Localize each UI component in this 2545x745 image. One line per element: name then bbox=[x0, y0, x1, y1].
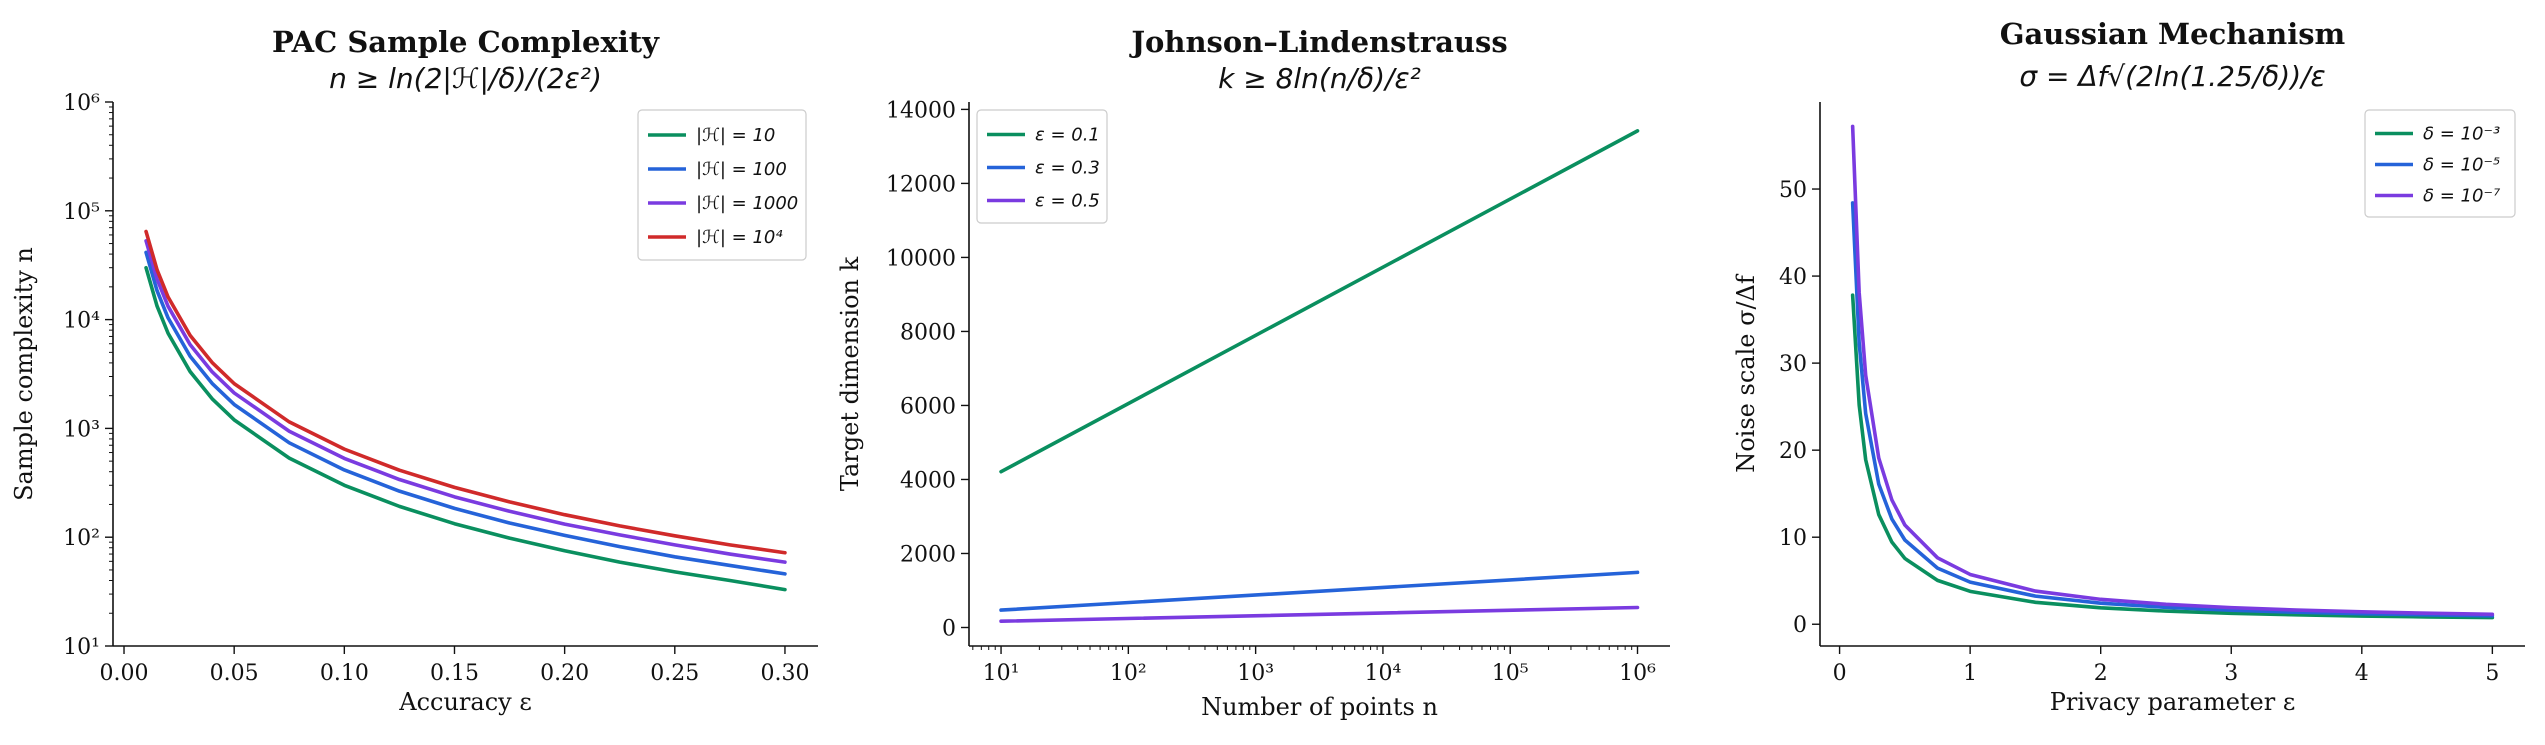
legend-label: |ℋ| = 1000 bbox=[696, 193, 798, 214]
y-tick-label: 14000 bbox=[886, 98, 956, 123]
legend-label: ε = 0.5 bbox=[1035, 191, 1100, 212]
x-tick-label: 10⁶ bbox=[1619, 661, 1656, 686]
y-tick-label: 10000 bbox=[886, 246, 956, 271]
legend: δ = 10⁻³ δ = 10⁻⁵ δ = 10⁻⁷ bbox=[2364, 109, 2516, 218]
y-tick-label: 0 bbox=[1793, 613, 1807, 638]
series-line-2 bbox=[999, 570, 1640, 612]
x-tick-label: 10³ bbox=[1237, 661, 1274, 686]
series-line-2 bbox=[1850, 201, 2495, 618]
x-tick-label: 0.15 bbox=[430, 661, 479, 686]
x-tick-label: 3 bbox=[2224, 661, 2238, 686]
y-tick-label: 20 bbox=[1779, 439, 1807, 464]
chart-title: PAC Sample Complexity bbox=[272, 25, 660, 59]
legend-label: δ = 10⁻⁵ bbox=[2423, 155, 2500, 176]
y-tick-label: 40 bbox=[1779, 265, 1807, 290]
y-tick-label: 30 bbox=[1779, 352, 1807, 377]
y-tick-label: 12000 bbox=[886, 172, 956, 197]
legend-box bbox=[637, 109, 807, 261]
x-tick-label: 0 bbox=[1833, 661, 1847, 686]
series-line-2 bbox=[144, 250, 787, 576]
series-line-4 bbox=[144, 229, 787, 555]
y-tick-label: 8000 bbox=[900, 320, 956, 345]
series-line-1 bbox=[1850, 293, 2495, 620]
legend-box bbox=[2364, 109, 2516, 218]
y-tick-label: 10¹ bbox=[63, 635, 100, 660]
x-tick-label: 0.25 bbox=[650, 661, 699, 686]
x-tick-label: 5 bbox=[2485, 661, 2499, 686]
x-tick-label: 0.20 bbox=[540, 661, 589, 686]
chart-subtitle: n ≥ ln(2|ℋ|/δ)/(2ε²) bbox=[329, 62, 602, 95]
y-tick-label: 4000 bbox=[900, 468, 956, 493]
y-tick-label: 10³ bbox=[63, 417, 100, 442]
chart-title: Johnson–Lindenstrauss bbox=[1128, 25, 1507, 59]
y-tick-label: 50 bbox=[1779, 178, 1807, 203]
x-tick-label: 0.05 bbox=[210, 661, 259, 686]
x-tick-label: 4 bbox=[2355, 661, 2369, 686]
legend: ε = 0.1 ε = 0.3 ε = 0.5 bbox=[976, 109, 1108, 224]
series-line-3 bbox=[144, 239, 787, 564]
x-tick-label: 1 bbox=[1963, 661, 1977, 686]
legend-label: δ = 10⁻³ bbox=[2423, 124, 2500, 145]
chart-subtitle: k ≥ 8ln(n/δ)/ε² bbox=[1218, 62, 1421, 95]
y-tick-label: 10² bbox=[63, 526, 100, 551]
legend-label: |ℋ| = 10 bbox=[696, 125, 775, 146]
y-axis-label: Target dimension k bbox=[836, 256, 864, 491]
legend-label: δ = 10⁻⁷ bbox=[2423, 186, 2501, 207]
series-line-1 bbox=[144, 265, 787, 592]
legend-box bbox=[976, 109, 1108, 224]
x-tick-label: 0.30 bbox=[760, 661, 809, 686]
y-tick-label: 10 bbox=[1779, 526, 1807, 551]
x-axis-label: Privacy parameter ε bbox=[2050, 688, 2296, 716]
x-tick-label: 0.10 bbox=[320, 661, 369, 686]
x-tick-label: 0.00 bbox=[100, 661, 149, 686]
legend-label: ε = 0.3 bbox=[1035, 158, 1100, 179]
legend: |ℋ| = 10 |ℋ| = 100 |ℋ| = 1000 |ℋ| = 10⁴ bbox=[637, 109, 807, 261]
x-tick-label: 10⁴ bbox=[1365, 661, 1402, 686]
series-line-3 bbox=[999, 605, 1640, 624]
x-axis-label: Number of points n bbox=[1201, 693, 1438, 721]
legend-label: ε = 0.1 bbox=[1035, 125, 1100, 146]
chart-title: Gaussian Mechanism bbox=[2000, 17, 2346, 51]
chart-panel-3: Gaussian Mechanism σ = Δf√(2ln(1.25/δ))/ε… bbox=[1732, 17, 2525, 716]
y-tick-label: 10⁵ bbox=[63, 200, 100, 225]
y-axis-label: Noise scale σ/Δf bbox=[1732, 273, 1760, 473]
legend-label: |ℋ| = 100 bbox=[696, 159, 787, 180]
chart-subtitle: σ = Δf√(2ln(1.25/δ))/ε bbox=[2019, 60, 2325, 93]
x-axis-label: Accuracy ε bbox=[398, 688, 532, 716]
y-tick-label: 10⁴ bbox=[63, 309, 100, 334]
x-tick-label: 10⁵ bbox=[1492, 661, 1529, 686]
y-tick-label: 10⁶ bbox=[63, 91, 100, 116]
legend-label: |ℋ| = 10⁴ bbox=[696, 227, 783, 248]
y-tick-label: 0 bbox=[942, 616, 956, 641]
series-line-1 bbox=[999, 129, 1640, 474]
x-tick-label: 10² bbox=[1110, 661, 1147, 686]
y-tick-label: 2000 bbox=[900, 542, 956, 567]
x-tick-label: 2 bbox=[2094, 661, 2108, 686]
y-axis-label: Sample complexity n bbox=[10, 247, 38, 501]
y-tick-label: 6000 bbox=[900, 394, 956, 419]
x-tick-label: 10¹ bbox=[983, 661, 1020, 686]
series-line-3 bbox=[1850, 124, 2495, 617]
